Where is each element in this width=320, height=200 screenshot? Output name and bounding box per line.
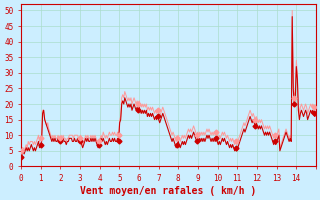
X-axis label: Vent moyen/en rafales ( km/h ): Vent moyen/en rafales ( km/h ) bbox=[80, 186, 257, 196]
